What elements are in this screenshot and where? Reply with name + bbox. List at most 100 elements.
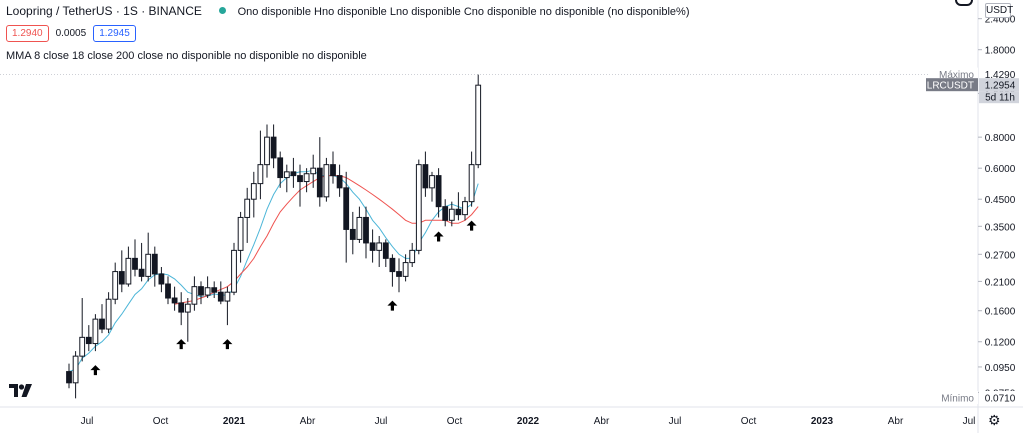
time-tick-label: 2022 — [517, 416, 540, 427]
time-tick-label: 2021 — [223, 416, 246, 427]
candle-down — [171, 297, 178, 304]
time-tick-label: Jul — [963, 416, 976, 427]
price-tick-label: 0.8000 — [985, 133, 1016, 144]
candle-up — [191, 286, 198, 305]
min-price-label: Mínimo 0.0710 — [932, 391, 1019, 405]
candle-down — [99, 318, 105, 330]
candle-down — [316, 167, 323, 198]
candle-up — [323, 164, 330, 198]
candle-up — [72, 355, 79, 384]
candle-up — [462, 201, 468, 216]
buy-button[interactable]: 1.2945 — [93, 25, 136, 42]
candle-up — [244, 198, 251, 218]
candle-up — [224, 291, 231, 302]
candle-down — [455, 208, 462, 216]
candle-up — [283, 171, 290, 179]
candle-up — [92, 318, 99, 345]
candle-down — [442, 206, 449, 221]
candle-down — [132, 257, 138, 270]
candle-up — [356, 216, 363, 240]
up-arrow-annotation — [466, 220, 477, 231]
up-arrow-annotation — [387, 300, 398, 311]
candle-down — [382, 242, 389, 259]
chart-header: Loopring / TetherUS · 1S · BINANCE Ono d… — [6, 4, 690, 18]
candle-down — [277, 157, 284, 179]
candle-down — [363, 216, 369, 244]
max-price-label: Máximo 1.4290 — [928, 67, 1019, 81]
svg-text:0.0710: 0.0710 — [985, 394, 1016, 405]
candle-down — [435, 175, 442, 208]
candle-up — [105, 298, 112, 330]
candle-up — [204, 287, 211, 296]
up-arrow-annotation — [176, 339, 187, 350]
time-tick-label: 2023 — [811, 416, 834, 427]
up-arrow-annotation — [90, 365, 101, 376]
price-tick-label: 0.4500 — [985, 195, 1016, 206]
svg-text:Máximo: Máximo — [939, 70, 974, 81]
price-tick-label: 2.4000 — [985, 15, 1016, 26]
time-tick-label: Jul — [81, 416, 94, 427]
candle-up — [264, 136, 270, 166]
candle-down — [270, 136, 277, 159]
candle-down — [396, 271, 402, 277]
time-tick-label: Oct — [153, 416, 169, 427]
up-arrow-annotation — [433, 231, 444, 242]
quote-panel: 1.2940 0.0005 1.2945 — [6, 25, 136, 42]
price-tick-label: 0.2100 — [985, 277, 1016, 288]
candle-up — [415, 164, 422, 251]
time-tick-label: Abr — [300, 416, 316, 427]
candle-down — [158, 273, 165, 285]
candle-up — [402, 262, 409, 277]
price-tick-label: 0.3500 — [985, 222, 1016, 233]
candle-up — [448, 208, 455, 221]
up-arrow-annotation — [222, 339, 233, 350]
time-tick-label: Jul — [375, 416, 388, 427]
ohlc-readout: Ono disponible Hno disponible Lno dispon… — [237, 6, 690, 18]
symbol-title[interactable]: Loopring / TetherUS · 1S · BINANCE — [6, 4, 202, 18]
candle-up — [250, 183, 257, 200]
price-tick-label: 0.0950 — [985, 363, 1016, 374]
candle-down — [297, 175, 303, 183]
camera-icon[interactable] — [955, 0, 973, 6]
candle-up — [231, 249, 237, 293]
candle-up — [303, 173, 310, 183]
candle-down — [343, 187, 350, 230]
price-tick-label: 0.1600 — [985, 307, 1016, 318]
svg-text:5d 11h: 5d 11h — [985, 93, 1015, 104]
sell-button[interactable]: 1.2940 — [6, 25, 49, 42]
currency-badge[interactable]: USDT — [985, 3, 1014, 18]
candle-up — [429, 175, 435, 189]
candle-down — [151, 253, 158, 275]
market-status-dot — [219, 7, 227, 14]
svg-text:1.2954: 1.2954 — [985, 81, 1016, 92]
candle-up — [237, 216, 244, 251]
candle-down — [66, 371, 72, 384]
candle-up — [409, 249, 416, 264]
time-tick-label: Oct — [741, 416, 757, 427]
price-tick-label: 0.1200 — [985, 338, 1016, 349]
price-tick-label: 0.6000 — [985, 164, 1016, 175]
candle-down — [330, 164, 336, 177]
candle-down — [349, 228, 356, 240]
candle-down — [217, 291, 224, 302]
candle-up — [376, 242, 383, 251]
candle-down — [422, 164, 429, 189]
candle-down — [178, 302, 185, 313]
gear-icon[interactable]: ⚙ — [988, 412, 1001, 428]
spread-value: 0.0005 — [55, 28, 87, 39]
candle-up — [145, 253, 152, 277]
candle-down — [85, 336, 92, 345]
candle-down — [165, 283, 171, 299]
candle-down — [198, 286, 204, 296]
svg-text:1.4290: 1.4290 — [985, 70, 1016, 81]
ma-legend[interactable]: MMA 8 close 18 close 200 close no dispon… — [6, 50, 367, 62]
tradingview-logo-icon[interactable] — [8, 381, 34, 401]
candle-up — [310, 167, 317, 175]
price-tick-label: 1.8000 — [985, 46, 1016, 57]
candle-up — [112, 271, 119, 300]
price-tick-label: 0.2700 — [985, 250, 1016, 261]
candle-up — [184, 303, 191, 313]
candle-up — [468, 164, 475, 203]
